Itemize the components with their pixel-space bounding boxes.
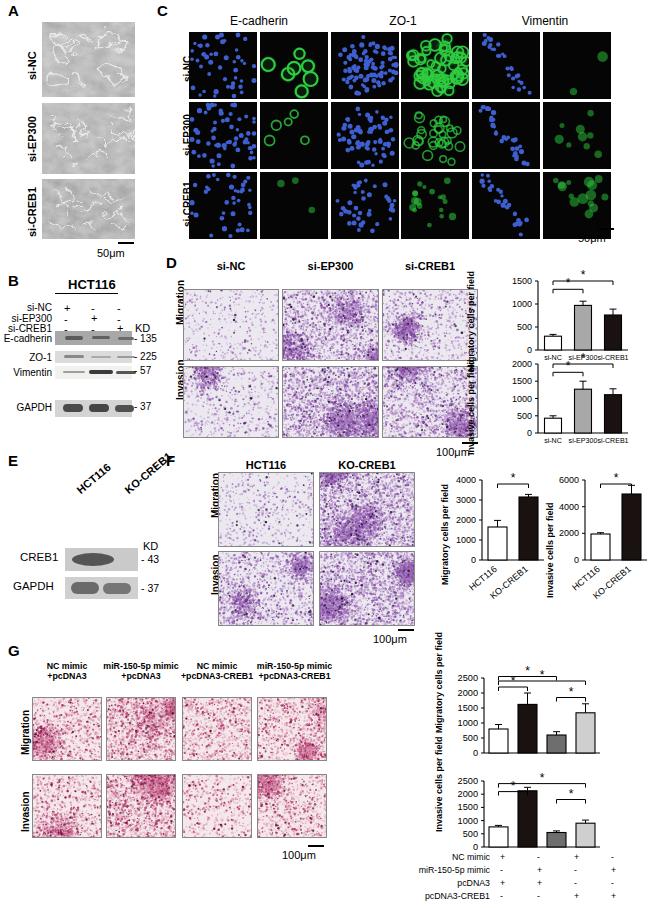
svg-text:*: * <box>511 779 516 793</box>
svg-text:1000: 1000 <box>456 535 476 545</box>
svg-text:1500: 1500 <box>512 276 532 286</box>
svg-text:1000: 1000 <box>512 299 532 309</box>
svg-text:*: * <box>525 664 530 678</box>
svg-text:1500: 1500 <box>458 802 478 812</box>
svg-text:0: 0 <box>473 842 478 852</box>
svg-text:*: * <box>566 359 571 373</box>
svg-text:500: 500 <box>463 733 478 743</box>
svg-text:*: * <box>566 276 571 290</box>
svg-text:1000: 1000 <box>458 816 478 826</box>
svg-text:500: 500 <box>463 829 478 839</box>
svg-text:si-EP300: si-EP300 <box>569 437 598 445</box>
svg-text:1500: 1500 <box>512 376 532 386</box>
svg-text:2000: 2000 <box>559 528 579 538</box>
svg-text:6000: 6000 <box>559 475 579 485</box>
svg-text:si-NC: si-NC <box>544 437 562 445</box>
svg-text:*: * <box>614 471 619 485</box>
svg-text:0: 0 <box>471 555 476 565</box>
svg-text:0: 0 <box>527 428 532 438</box>
svg-text:1000: 1000 <box>512 394 532 404</box>
svg-text:3000: 3000 <box>456 495 476 505</box>
svg-text:*: * <box>511 471 516 485</box>
svg-text:1000: 1000 <box>458 718 478 728</box>
svg-text:4000: 4000 <box>559 502 579 512</box>
svg-text:500: 500 <box>517 411 532 421</box>
svg-text:0: 0 <box>473 748 478 758</box>
svg-text:*: * <box>581 351 586 365</box>
svg-text:*: * <box>540 668 545 682</box>
svg-text:4000: 4000 <box>456 475 476 485</box>
svg-text:si-CREB1: si-CREB1 <box>597 437 628 445</box>
svg-text:*: * <box>569 685 574 699</box>
svg-text:2500: 2500 <box>458 673 478 683</box>
svg-text:2000: 2000 <box>512 359 532 369</box>
svg-text:2000: 2000 <box>458 688 478 698</box>
svg-text:0: 0 <box>574 555 579 565</box>
svg-text:*: * <box>540 771 545 785</box>
svg-text:2500: 2500 <box>458 776 478 786</box>
svg-text:500: 500 <box>517 322 532 332</box>
svg-text:*: * <box>581 268 586 282</box>
svg-text:*: * <box>569 787 574 801</box>
svg-text:1500: 1500 <box>458 703 478 713</box>
svg-text:2000: 2000 <box>458 789 478 799</box>
svg-text:2000: 2000 <box>456 515 476 525</box>
